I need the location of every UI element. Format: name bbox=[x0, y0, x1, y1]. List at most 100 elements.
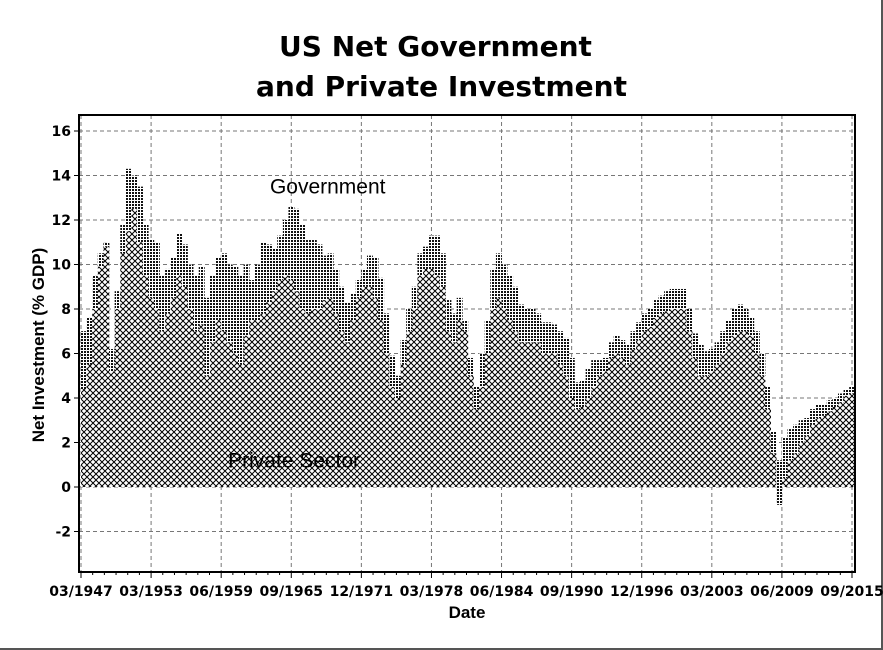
x-axis-title: Date bbox=[449, 603, 486, 622]
government-bar bbox=[165, 268, 172, 314]
government-bar bbox=[596, 360, 603, 376]
x-tick-label: 12/1996 bbox=[610, 584, 674, 600]
private-sector-bar bbox=[103, 242, 110, 487]
private-sector-bar bbox=[187, 309, 194, 487]
private-sector-bar bbox=[512, 331, 519, 487]
y-tick-label: -2 bbox=[55, 525, 71, 541]
x-tick-label: 03/1953 bbox=[119, 584, 183, 600]
private-sector-bar bbox=[434, 275, 441, 487]
government-bar bbox=[585, 369, 592, 398]
government-bar bbox=[501, 264, 508, 309]
private-sector-bar bbox=[355, 297, 362, 487]
private-sector-bar bbox=[647, 326, 654, 487]
private-sector-bar bbox=[232, 353, 239, 487]
government-bar bbox=[552, 324, 558, 354]
private-sector-bar bbox=[613, 353, 620, 487]
private-sector-bar bbox=[714, 364, 721, 487]
government-bar bbox=[159, 275, 166, 332]
government-bar bbox=[254, 264, 261, 321]
y-axis-ticks: -2 0 2 4 6 8 10 12 14 16 bbox=[52, 124, 79, 541]
x-tick-label: 03/1978 bbox=[400, 584, 464, 600]
government-bar bbox=[608, 342, 614, 358]
government-bar bbox=[428, 235, 435, 269]
private-sector-bar bbox=[809, 424, 816, 487]
private-sector-bar bbox=[748, 335, 755, 487]
private-sector-bar bbox=[411, 309, 418, 487]
private-sector-bar bbox=[389, 386, 396, 487]
private-sector-bar bbox=[305, 313, 312, 487]
private-sector-bar bbox=[608, 357, 614, 487]
private-sector-bar bbox=[277, 280, 284, 487]
x-tick-label: 06/2009 bbox=[750, 584, 814, 600]
government-bar bbox=[310, 240, 317, 309]
private-sector-bar bbox=[282, 275, 289, 487]
private-sector-bar bbox=[361, 286, 368, 487]
government-bar bbox=[170, 257, 177, 298]
private-sector-bar bbox=[266, 302, 272, 487]
private-sector-bar bbox=[501, 309, 508, 487]
government-bar bbox=[658, 295, 665, 314]
chart-title-line-2: and Private Investment bbox=[256, 70, 627, 103]
private-sector-bar bbox=[580, 406, 586, 487]
government-bar bbox=[344, 302, 351, 343]
government-bar bbox=[327, 253, 334, 298]
y-axis-title: Net Investment (% GDP) bbox=[29, 248, 48, 443]
private-sector-bar bbox=[310, 309, 317, 487]
government-bar bbox=[434, 235, 441, 276]
government-bar bbox=[193, 275, 200, 332]
government-bar bbox=[832, 398, 839, 407]
annotation-government: Government bbox=[270, 176, 386, 199]
government-bar bbox=[669, 288, 676, 309]
private-sector-bar bbox=[176, 275, 183, 487]
x-tick-label: 12/1971 bbox=[330, 584, 394, 600]
government-bar bbox=[624, 344, 631, 365]
government-bar bbox=[226, 264, 233, 343]
government-bar bbox=[338, 286, 345, 332]
government-bar bbox=[288, 206, 295, 281]
government-bar bbox=[849, 386, 855, 394]
government-bar bbox=[355, 280, 362, 298]
private-sector-bar bbox=[159, 331, 166, 487]
private-sector-bar bbox=[366, 286, 373, 487]
government-bar bbox=[703, 351, 710, 376]
private-sector-bar bbox=[529, 342, 536, 487]
government-bar bbox=[181, 244, 188, 287]
government-bar bbox=[187, 264, 194, 309]
y-tick-label: 10 bbox=[52, 258, 72, 274]
government-bar bbox=[652, 300, 659, 318]
private-sector-bar bbox=[652, 317, 659, 487]
private-sector-bar bbox=[518, 342, 525, 487]
private-sector-bar bbox=[798, 442, 805, 487]
government-bar bbox=[221, 253, 228, 332]
private-sector-bar bbox=[400, 364, 407, 487]
government-bar bbox=[495, 253, 502, 298]
government-bar bbox=[114, 291, 121, 309]
government-bar bbox=[675, 288, 682, 309]
private-sector-bar bbox=[636, 340, 643, 487]
government-bar bbox=[445, 300, 452, 332]
government-bar bbox=[417, 253, 424, 276]
government-bar bbox=[366, 255, 373, 287]
government-bar bbox=[748, 317, 755, 336]
private-sector-bar bbox=[294, 291, 300, 487]
private-sector-bar bbox=[832, 406, 839, 487]
private-sector-bar bbox=[271, 291, 278, 487]
government-bar bbox=[714, 342, 721, 365]
private-sector-bar bbox=[591, 386, 598, 487]
government-bar bbox=[837, 393, 844, 403]
government-bar bbox=[826, 400, 833, 412]
private-sector-bar bbox=[546, 353, 553, 487]
government-bar bbox=[120, 224, 127, 254]
private-sector-bar bbox=[299, 309, 306, 487]
private-sector-bar bbox=[417, 275, 424, 487]
private-sector-bar bbox=[849, 393, 855, 487]
government-bar bbox=[557, 331, 564, 365]
private-sector-bar bbox=[406, 331, 413, 487]
private-sector-bar bbox=[821, 415, 828, 487]
private-sector-bar bbox=[826, 411, 833, 487]
private-sector-bar bbox=[170, 297, 177, 487]
government-bar bbox=[770, 431, 777, 454]
private-sector-bar bbox=[333, 313, 340, 487]
x-tick-label: 03/1947 bbox=[49, 584, 113, 600]
